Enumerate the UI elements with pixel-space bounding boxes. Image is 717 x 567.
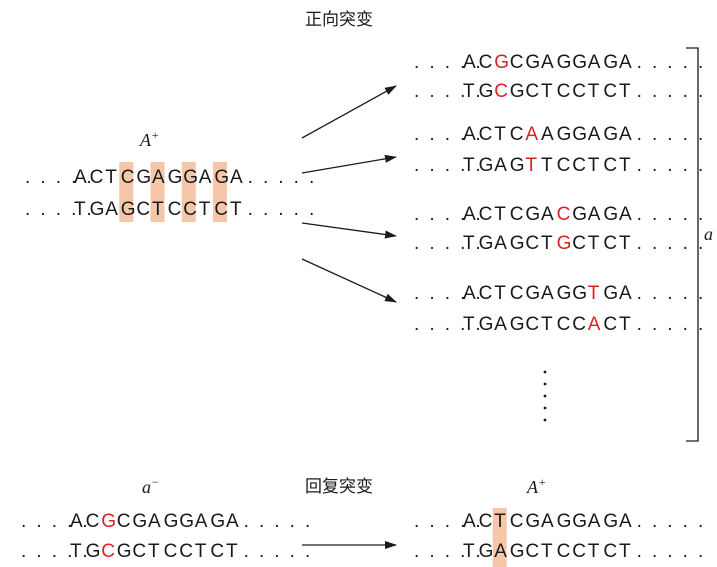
more-mutants-ellipsis (543, 370, 547, 422)
wild-type-top-strand-trailing-dots: . . . . . (248, 167, 317, 188)
mutant-class-label: a (704, 224, 713, 244)
mutant-4-bottom-strand-trailing-dots: . . . . . (637, 314, 706, 335)
wild-type-highlight-2 (150, 162, 165, 222)
wild-type-bottom-strand-trailing-dots: . . . . . (248, 199, 317, 220)
reverse-target-top-strand: A CT CGA GGA GA (463, 511, 632, 532)
mutant-1-bottom-strand-trailing-dots: . . . . . (637, 81, 706, 102)
arrow-to-mutant-4 (301, 258, 397, 303)
wild-type-bottom-strand: T GA GCT CCT CT (74, 199, 242, 220)
mutant-3-bottom-strand-leading-dots: . . . . . (414, 233, 483, 254)
mutant-4-bottom-strand-leading-dots: . . . . . (414, 314, 483, 335)
reverse-target-bottom-strand-leading-dots: . . . . . (414, 541, 483, 562)
mutant-3-bottom-strand-trailing-dots: . . . . . (637, 233, 706, 254)
mutant-3-top-strand-leading-dots: . . . . . (414, 204, 483, 225)
mutant-2-bottom-strand-trailing-dots: . . . . . (637, 155, 706, 176)
mutant-1-top-strand-leading-dots: . . . . . (414, 52, 483, 73)
mutant-3-bottom-strand: T GA GCT GCT CT (463, 233, 631, 254)
mutant-2-bottom-strand-leading-dots: . . . . . (414, 155, 483, 176)
mutant-2-top-strand: A CT CA A GGA GA (463, 124, 632, 145)
mutant-1-top-strand-trailing-dots: . . . . . (637, 52, 706, 73)
reverse-source-bottom-strand: T GCGCT CCT CT (70, 541, 238, 562)
reverse-mutation-title: 回复突变 (305, 477, 373, 497)
reverse-source-top-strand: A CGCGA GGA GA (70, 511, 239, 532)
mutant-3-top-strand: A CT CGA CGA GA (463, 204, 632, 225)
reverse-target-bottom-strand: T GA GCT CCT CT (463, 541, 631, 562)
reverse-source-top-strand-leading-dots: . . . . . (21, 511, 90, 532)
mutant-bracket (686, 47, 699, 442)
sequence-layer: . . . . .A CT CGA GGA GA. . . . .. . . . .T G… (21, 52, 706, 567)
reverse-target-label: A+ (526, 475, 546, 497)
wild-type-highlight-3 (181, 162, 196, 222)
reverse-target-top-strand-trailing-dots: . . . . . (637, 511, 706, 532)
reverse-source-label: a− (142, 475, 159, 497)
wild-type-highlight-1 (119, 162, 134, 222)
reverse-target-top-strand-leading-dots: . . . . . (414, 511, 483, 532)
wild-type-label: A+ (139, 128, 159, 150)
mutant-2-top-strand-trailing-dots: . . . . . (637, 124, 706, 145)
reverse-target-highlight (492, 508, 507, 567)
wild-type-bottom-strand-leading-dots: . . . . . (25, 199, 94, 220)
forward-mutation-title: 正向突变 (305, 10, 373, 30)
mutant-3-top-strand-trailing-dots: . . . . . (637, 204, 706, 225)
arrow-to-mutant-2 (301, 154, 397, 174)
mutant-1-bottom-strand: T GCGCT CCT CT (463, 81, 631, 102)
mutant-2-top-strand-leading-dots: . . . . . (414, 124, 483, 145)
reverse-source-bottom-strand-trailing-dots: . . . . . (244, 541, 313, 562)
arrow-to-mutant-3 (301, 222, 397, 239)
reverse-source-top-strand-trailing-dots: . . . . . (244, 511, 313, 532)
mutant-1-bottom-strand-leading-dots: . . . . . (414, 81, 483, 102)
mutant-4-top-strand: A CT CGA GGT GA (463, 283, 632, 304)
mutant-4-top-strand-leading-dots: . . . . . (414, 283, 483, 304)
reverse-source-bottom-strand-leading-dots: . . . . . (21, 541, 90, 562)
reverse-target-bottom-strand-trailing-dots: . . . . . (637, 541, 706, 562)
mutant-2-bottom-strand: T GA GT T CCT CT (463, 155, 631, 176)
mutant-1-top-strand: A CGCGA GGA GA (463, 52, 632, 73)
wild-type-top-strand: A CT CGA GGA GA (74, 167, 243, 188)
mutant-4-top-strand-trailing-dots: . . . . . (637, 283, 706, 304)
wild-type-highlight-4 (212, 162, 227, 222)
arrow-to-mutant-1 (301, 85, 397, 139)
mutant-4-bottom-strand: T GA GCT CCA CT (463, 314, 631, 335)
wild-type-top-strand-leading-dots: . . . . . (25, 167, 94, 188)
